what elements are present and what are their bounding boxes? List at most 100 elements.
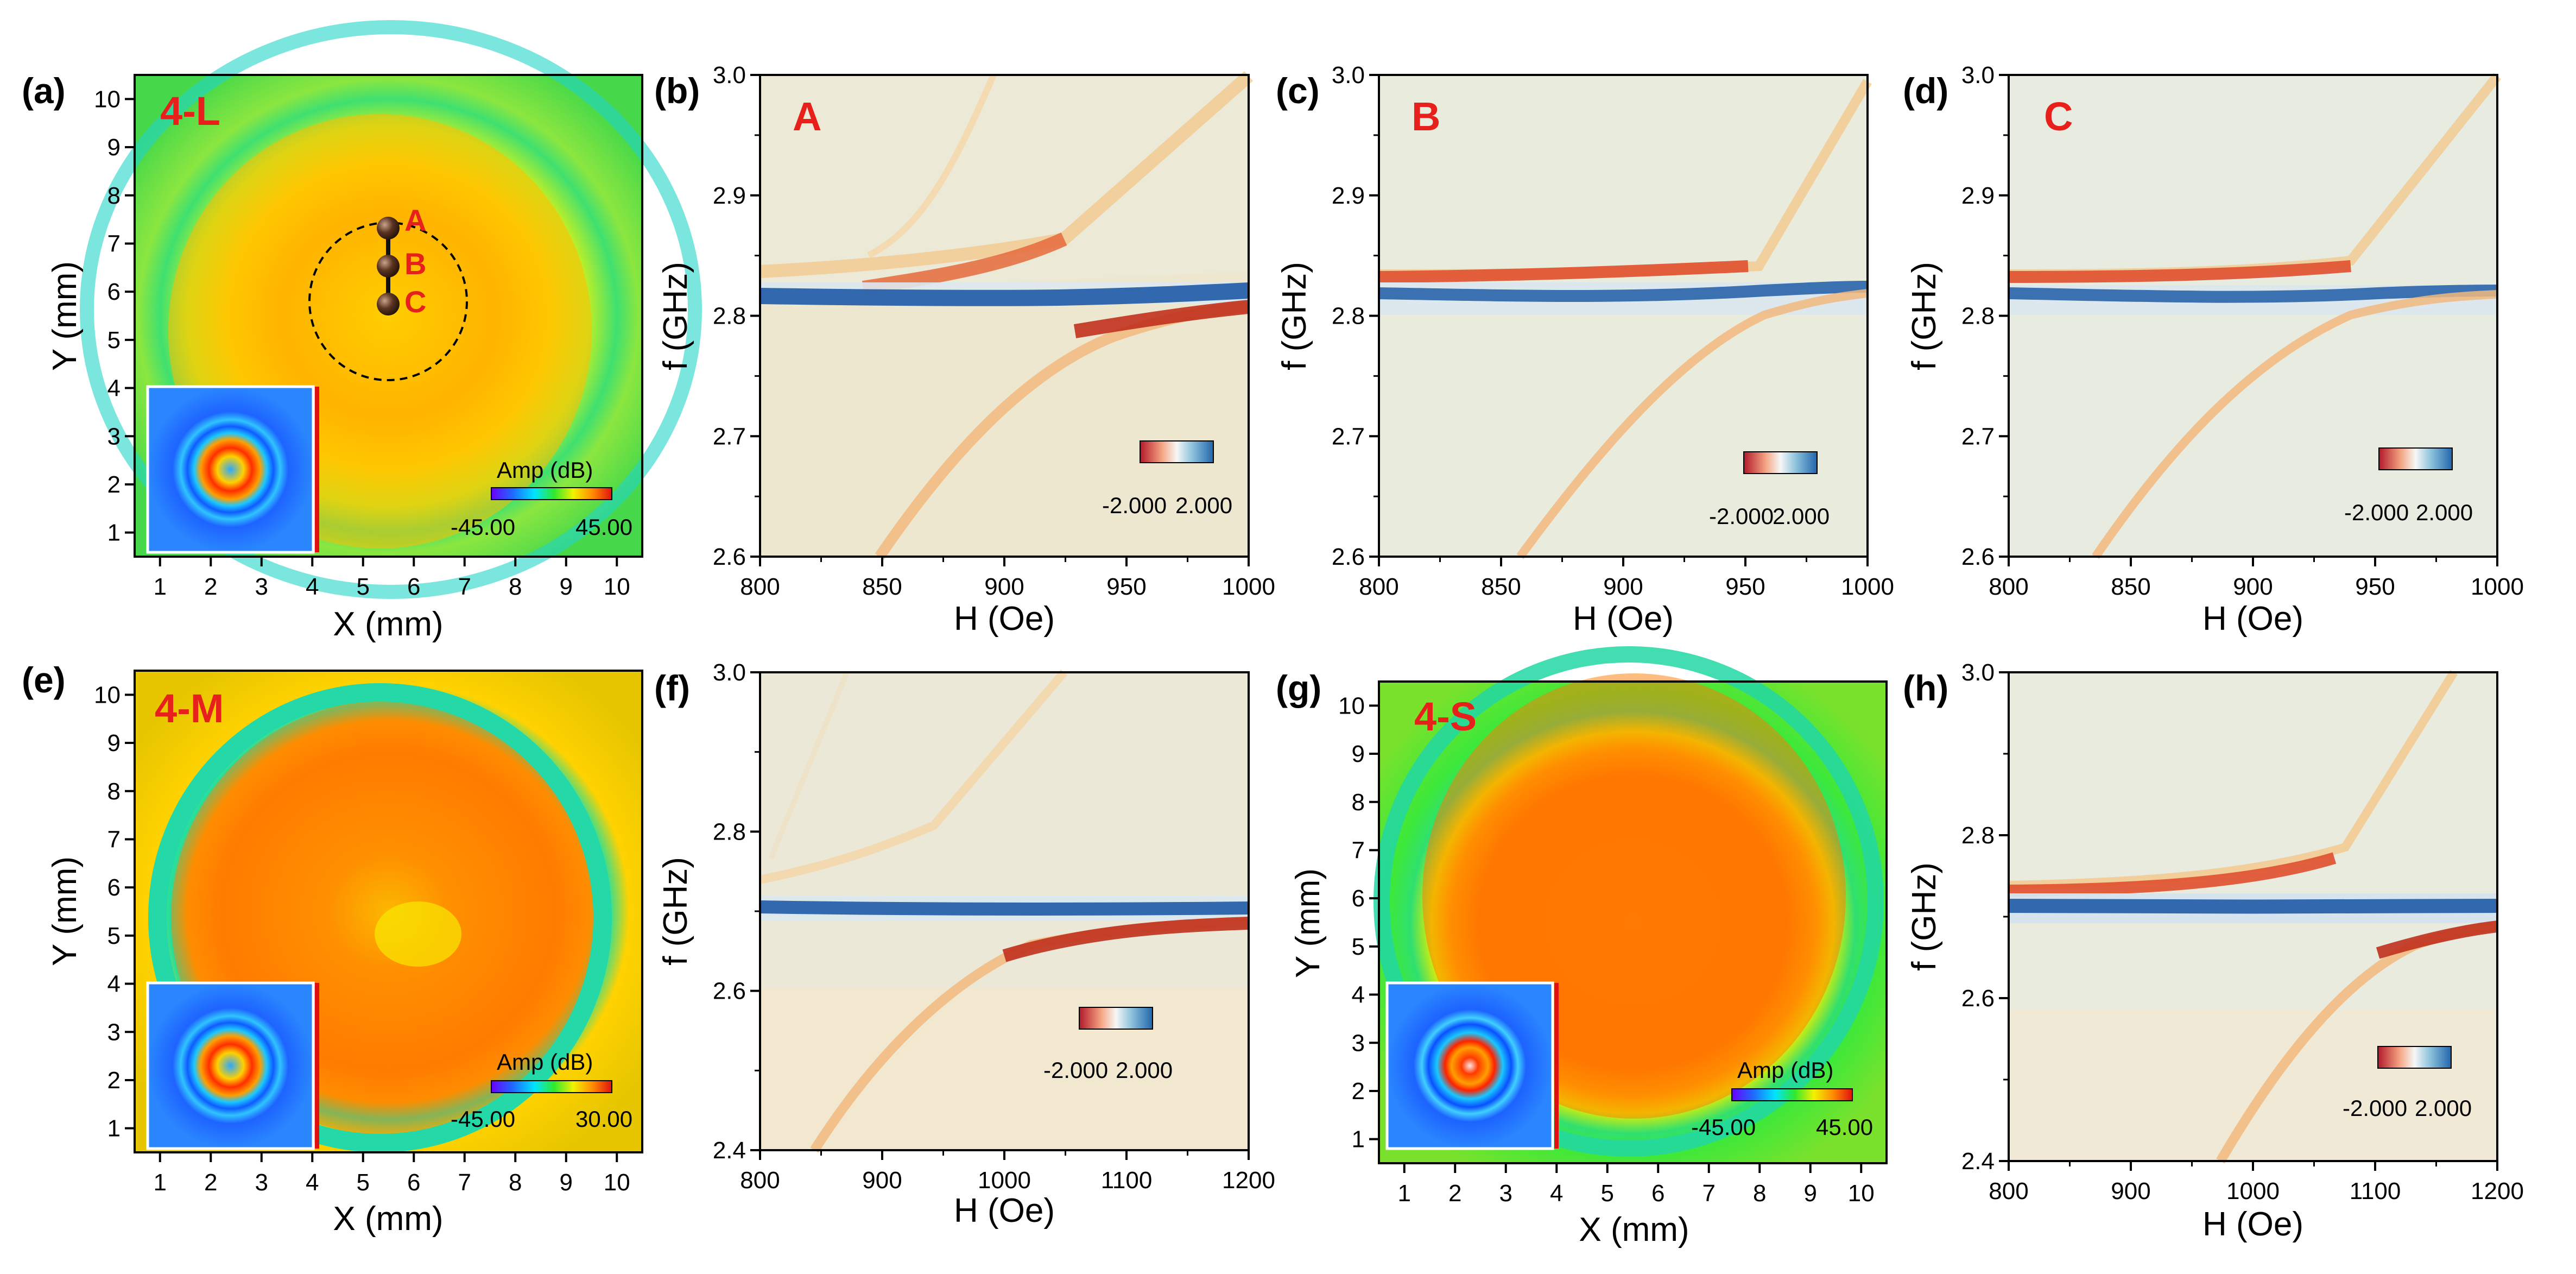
panel-h-upper-hybrid bbox=[2008, 852, 2337, 897]
panel-d-x-tick-label: 900 bbox=[2233, 573, 2273, 600]
panel-e-x-ticks: 1 2 3 4 5 6 7 8 9 10 bbox=[154, 1152, 630, 1196]
panel-h-y-tick-label: 2.8 bbox=[1961, 822, 1995, 849]
panel-g-y-tick-label: 7 bbox=[1352, 837, 1365, 863]
panel-h-x-tick-label: 1200 bbox=[2471, 1178, 2524, 1204]
panel-c-label: (c) bbox=[1276, 71, 1320, 111]
panel-g-label: (g) bbox=[1276, 668, 1321, 708]
panel-b-x-ticks: 800 850 900 950 1000 bbox=[740, 557, 1275, 600]
panel-e-ring bbox=[148, 683, 612, 1152]
panel-a-y-tick-label: 5 bbox=[107, 327, 121, 354]
panel-e-y-tick-label: 4 bbox=[107, 971, 121, 998]
panel-f-lower-band bbox=[760, 988, 1249, 1150]
point-c: C bbox=[377, 285, 426, 319]
panel-b-label: (b) bbox=[654, 71, 700, 111]
panel-h-y-ticks: 2.4 2.6 2.8 3.0 bbox=[1961, 659, 2009, 1175]
panel-a-inset-colorbar bbox=[315, 387, 319, 552]
panel-e-x-tick-label: 9 bbox=[560, 1169, 573, 1196]
panel-g-colorbar-title: Amp (dB) bbox=[1737, 1057, 1833, 1083]
panel-a-colorbar-bar bbox=[491, 487, 612, 500]
panel-e-y-tick-label: 7 bbox=[107, 826, 121, 853]
panel-f-x-tick-label: 1000 bbox=[978, 1167, 1031, 1194]
panel-a-x-tick-label: 9 bbox=[560, 573, 573, 600]
panel-c-y-tick-label: 2.8 bbox=[1332, 303, 1365, 330]
panel-b-colorbar: -2.000 2.000 bbox=[1102, 440, 1232, 518]
panel-h-lower-hybrid bbox=[2376, 920, 2498, 959]
panel-h-x-tick-label: 1100 bbox=[2350, 1178, 2401, 1204]
panel-f: (f) -2.000 2.000 800 900 1000 1100 1200 2.42… bbox=[654, 659, 1275, 1229]
panel-b-y-axis-label: f (GHz) bbox=[657, 262, 694, 370]
panel-b-x-tick-label: 950 bbox=[1106, 573, 1146, 600]
panel-c-y-tick-label: 2.9 bbox=[1332, 182, 1365, 209]
panel-c-y-tick-label: 3.0 bbox=[1332, 62, 1365, 89]
panel-c-x-tick-label: 950 bbox=[1725, 573, 1765, 600]
panel-h-upper-mode bbox=[2008, 670, 2458, 890]
panel-e-y-tick-label: 1 bbox=[107, 1115, 121, 1142]
point-c-label: C bbox=[404, 285, 426, 319]
panel-e-y-tick-label: 3 bbox=[107, 1019, 121, 1045]
panel-e-colorbar-min: -45.00 bbox=[451, 1106, 515, 1132]
panel-g-y-tick-label: 2 bbox=[1352, 1078, 1365, 1105]
panel-e-y-tick-label: 6 bbox=[107, 874, 121, 901]
panel-g-y-tick-label: 6 bbox=[1352, 885, 1365, 912]
panel-d-x-tick-label: 950 bbox=[2355, 573, 2395, 600]
panel-g-frame bbox=[1378, 680, 1888, 1164]
panel-f-lower-hybrid bbox=[1002, 917, 1249, 962]
point-a-marker bbox=[377, 217, 400, 239]
panel-e-sample-label: 4-M bbox=[155, 686, 224, 731]
panel-d-heatmap bbox=[2009, 75, 2497, 557]
panel-h-colorbar-bar bbox=[2377, 1046, 2452, 1069]
panel-a-y-tick-label: 3 bbox=[107, 423, 121, 450]
panel-c-x-tick-label: 900 bbox=[1603, 573, 1643, 600]
panel-f-y-tick-label: 2.4 bbox=[713, 1137, 746, 1164]
panel-c-x-tick-label: 800 bbox=[1359, 573, 1398, 600]
panel-g-x-tick-label: 6 bbox=[1651, 1180, 1664, 1207]
panel-g-y-tick-label: 8 bbox=[1352, 789, 1365, 816]
panel-e-y-tick-label: 2 bbox=[107, 1067, 121, 1094]
panel-g-x-tick-label: 8 bbox=[1753, 1180, 1766, 1207]
panel-a-y-tick-label: 6 bbox=[107, 279, 121, 305]
panel-e-x-tick-label: 8 bbox=[509, 1169, 522, 1196]
panel-d-y-tick-label: 3.0 bbox=[1961, 62, 1995, 89]
panel-b-sample-label: A bbox=[793, 94, 821, 139]
panel-e-center-spot bbox=[375, 901, 461, 967]
panel-c-lower-mode bbox=[1516, 289, 1868, 559]
panel-e-x-tick-label: 10 bbox=[604, 1169, 630, 1196]
panel-d-y-tick-label: 2.7 bbox=[1961, 423, 1995, 450]
point-b-marker bbox=[377, 255, 400, 277]
panel-e-frame bbox=[134, 670, 643, 1153]
panel-h-y-tick-label: 2.4 bbox=[1961, 1148, 1995, 1175]
panel-h-y-tick-label: 3.0 bbox=[1961, 659, 1995, 686]
panel-g-x-tick-label: 3 bbox=[1499, 1180, 1512, 1207]
panel-a-x-tick-label: 4 bbox=[306, 573, 319, 600]
point-c-marker bbox=[377, 293, 400, 316]
panel-h-colorbar-min: -2.000 bbox=[2343, 1095, 2407, 1121]
panel-g-y-tick-label: 9 bbox=[1352, 741, 1365, 767]
panel-a-x-tick-label: 3 bbox=[255, 573, 268, 600]
panel-f-x-tick-label: 1100 bbox=[1101, 1167, 1153, 1194]
panel-c: (c) B -2.000 2.000 800 850 900 950 1000 2.62… bbox=[1276, 62, 1894, 638]
point-a-label: A bbox=[404, 203, 426, 237]
panel-h-colorbar-max: 2.000 bbox=[2415, 1095, 2472, 1121]
panel-b-y-tick-label: 2.9 bbox=[713, 182, 746, 209]
panel-g-x-tick-label: 2 bbox=[1448, 1180, 1461, 1207]
panel-b-y-tick-label: 2.6 bbox=[713, 544, 746, 570]
panel-e-label: (e) bbox=[22, 660, 66, 700]
panel-g-colorbar: Amp (dB) -45.00 45.00 bbox=[1691, 1057, 1873, 1140]
panel-f-x-tick-label: 900 bbox=[862, 1167, 902, 1194]
panel-b-x-tick-label: 800 bbox=[740, 573, 780, 600]
panel-d-x-tick-label: 800 bbox=[1989, 573, 2028, 600]
panel-a-y-tick-label: 8 bbox=[107, 182, 121, 209]
panel-d-x-axis-label: H (Oe) bbox=[2202, 600, 2303, 638]
panel-e-y-tick-label: 9 bbox=[107, 730, 121, 756]
panel-c-colorbar-min: -2.000 bbox=[1709, 503, 1774, 529]
panel-d-lower-mode bbox=[2092, 290, 2498, 559]
panel-g-y-tick-label: 1 bbox=[1352, 1126, 1365, 1153]
panel-g-x-tick-label: 5 bbox=[1601, 1180, 1614, 1207]
panel-d-y-ticks: 2.6 2.7 2.8 2.9 3.0 bbox=[1961, 62, 2009, 570]
panel-g-y-tick-label: 10 bbox=[1338, 692, 1365, 719]
point-b: B bbox=[377, 247, 426, 281]
panel-a-x-tick-label: 5 bbox=[357, 573, 370, 600]
panel-b-x-tick-label: 850 bbox=[862, 573, 902, 600]
panel-a-x-tick-label: 6 bbox=[407, 573, 420, 600]
